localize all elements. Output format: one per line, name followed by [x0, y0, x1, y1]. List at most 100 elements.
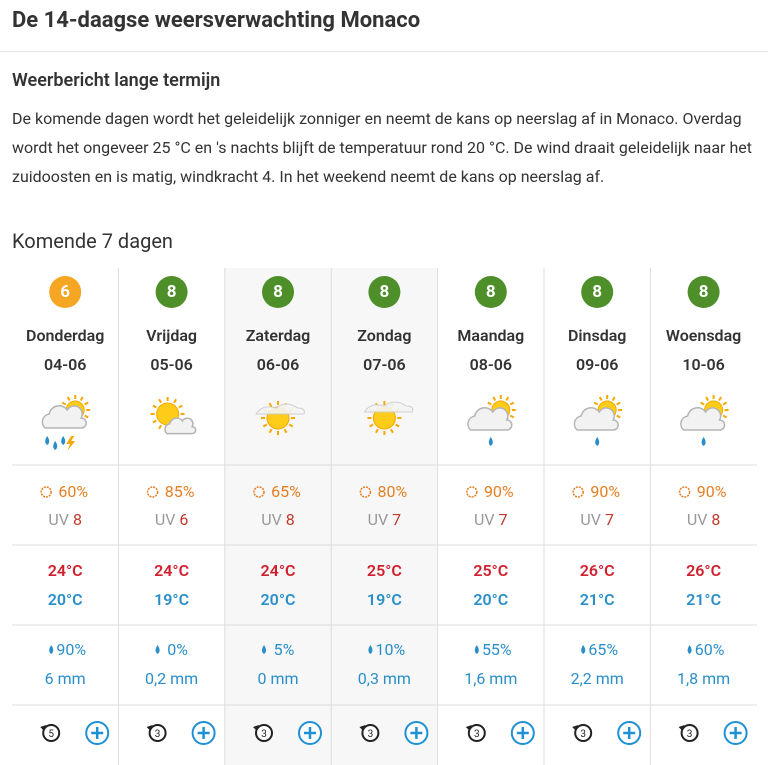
date: 07-06 — [363, 355, 406, 374]
min-temp: 20°C — [473, 590, 509, 609]
sun-ray — [61, 401, 67, 406]
date: 08-06 — [469, 355, 513, 374]
rain-drop — [595, 437, 600, 446]
date: 09-06 — [575, 355, 619, 374]
sun-ray — [492, 396, 497, 401]
rain-chance: 65% — [588, 640, 619, 659]
wind-badge — [574, 724, 593, 742]
lightning — [66, 436, 76, 451]
rain-chance: 90% — [56, 640, 87, 659]
sun-ray — [173, 398, 177, 404]
rain-amount: 1,8 mm — [677, 669, 731, 688]
rain-drop — [53, 441, 58, 450]
uv-index: UV 8 — [12, 510, 118, 529]
sunshine: 90% — [696, 482, 727, 501]
day-name: Vrijdag — [146, 326, 198, 345]
rain-chance: 10% — [375, 640, 406, 659]
min-temp: 21°C — [686, 590, 722, 609]
uv-index: UV 6 — [119, 510, 225, 529]
day-name: Dinsdag — [567, 326, 627, 345]
page-title: De 14-daagse weersverwachting Monaco — [12, 8, 421, 33]
expand-button[interactable] — [723, 721, 748, 745]
min-temp: 20°C — [47, 590, 83, 609]
expand-button[interactable] — [298, 721, 322, 745]
score: 8 — [485, 282, 496, 302]
plus-sign — [729, 727, 742, 739]
rain-chance: 55% — [481, 640, 512, 659]
forecast-text: De komende dagen wordt het geleidelijk z… — [12, 109, 752, 186]
sun-ray — [79, 396, 84, 401]
expand-button[interactable] — [510, 721, 535, 745]
wind-force: 5 — [48, 729, 54, 740]
sun-small — [572, 486, 584, 498]
day-name: Maandag — [457, 326, 525, 345]
sunshine: 85% — [164, 482, 195, 501]
sun-ray — [611, 396, 616, 401]
sun-ray — [509, 401, 515, 406]
expand-button[interactable] — [85, 721, 110, 745]
max-temp: 25°C — [473, 561, 509, 580]
cloud-icon — [164, 417, 197, 435]
score: 8 — [698, 282, 709, 302]
rain-amount: 6 mm — [44, 669, 86, 688]
sunshine: 90% — [483, 482, 514, 501]
sun-ray — [705, 396, 709, 401]
rain-drop — [488, 437, 493, 446]
sun-ray — [84, 414, 89, 419]
max-temp: 26°C — [686, 561, 722, 580]
wind-force: 3 — [474, 729, 480, 740]
expand-button[interactable] — [404, 721, 429, 745]
max-temp: 26°C — [579, 561, 615, 580]
plus-sign — [410, 727, 423, 739]
sunshine: 90% — [590, 482, 621, 501]
uv-index: UV 7 — [331, 510, 437, 529]
sun-small — [466, 486, 478, 498]
expand-button[interactable] — [617, 721, 642, 745]
rain-drop — [45, 436, 50, 445]
wind-force: 3 — [155, 729, 161, 740]
score: 8 — [273, 282, 283, 302]
uv-label: UV — [48, 510, 69, 529]
sun-ray — [505, 396, 510, 401]
sun-ray — [722, 414, 728, 419]
score-badge — [155, 276, 188, 308]
rain-drop — [368, 645, 373, 654]
rain-drop — [49, 645, 54, 654]
sun-ray — [509, 414, 515, 419]
wind-badge — [148, 724, 167, 742]
rain-drop — [155, 645, 160, 654]
wind-badge — [361, 724, 380, 742]
score: 8 — [379, 282, 390, 302]
uv-value: 7 — [388, 510, 402, 529]
sun-ray — [152, 419, 157, 424]
sun-ray — [268, 402, 273, 408]
uv-index: UV 8 — [225, 510, 331, 529]
cloud-icon — [467, 407, 513, 431]
max-temp: 24°C — [260, 561, 296, 580]
light-cloud — [363, 401, 414, 413]
sun-ray — [369, 423, 374, 428]
sun-ray — [152, 404, 157, 409]
uv-value: 7 — [600, 510, 614, 529]
uv-value: 6 — [175, 510, 189, 529]
rain-amount: 0,2 mm — [145, 669, 199, 688]
plus-sign — [516, 727, 529, 739]
uv-value: 8 — [707, 510, 721, 529]
wind-force: 3 — [261, 729, 267, 740]
wind-force: 3 — [580, 729, 586, 740]
sun-small — [253, 486, 265, 498]
wind-force: 3 — [687, 729, 693, 740]
max-temp: 24°C — [154, 561, 190, 580]
plus-sign — [91, 727, 104, 739]
uv-value: 8 — [68, 510, 82, 529]
expand-button[interactable] — [191, 721, 216, 745]
sun-ray — [268, 428, 273, 434]
sun-ray — [598, 396, 603, 401]
sun-ray — [722, 401, 728, 406]
rain-chance: 0% — [167, 640, 188, 659]
sun-ray — [158, 398, 162, 404]
score: 6 — [60, 282, 71, 302]
light-cloud — [255, 403, 305, 415]
sun-ray — [288, 423, 294, 428]
rain-drop — [474, 645, 479, 654]
